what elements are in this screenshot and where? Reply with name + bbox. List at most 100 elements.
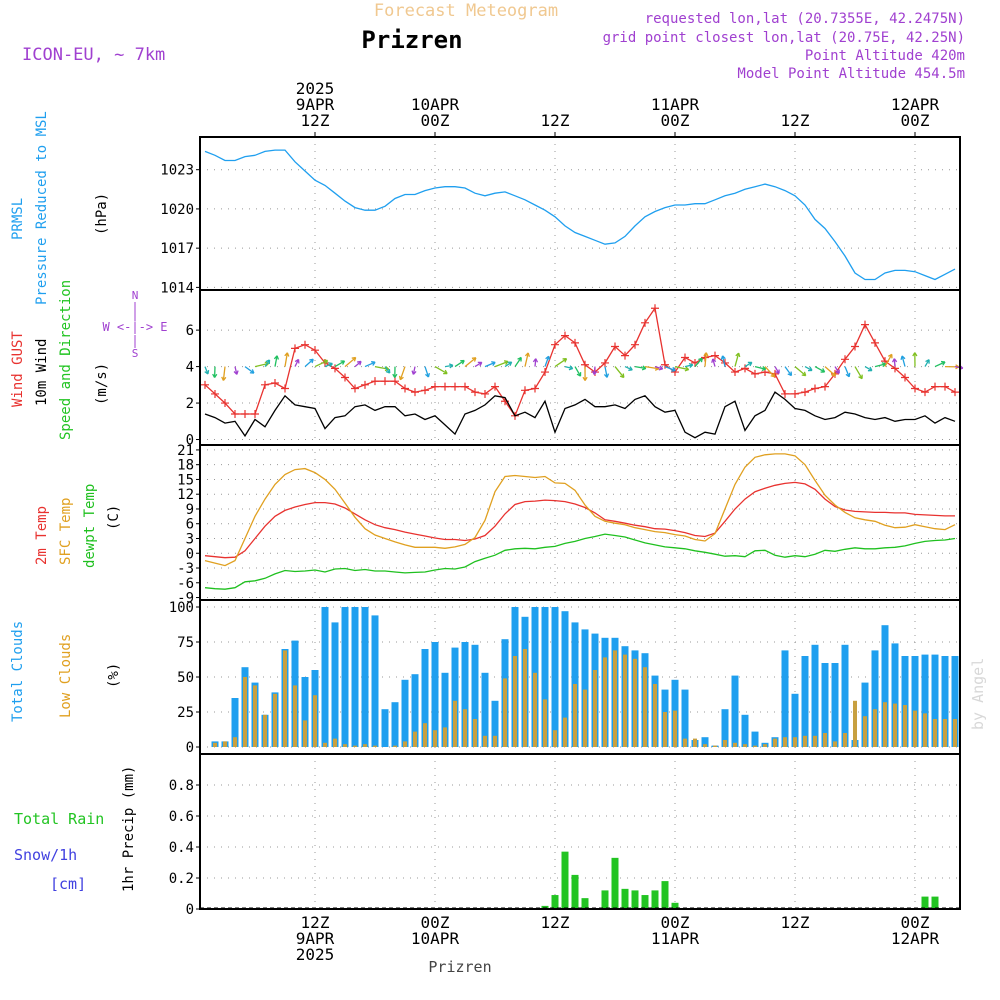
time-label-top: 10APR (411, 95, 460, 114)
low-cloud-bar (633, 658, 637, 747)
wind-arrow-head (703, 352, 709, 357)
total-cloud-bar (731, 675, 739, 747)
compass-south-label: S (132, 347, 139, 360)
ytick-label: 75 (177, 635, 194, 651)
point-altitude: Point Altitude 420m (805, 48, 965, 64)
gust-point (601, 358, 609, 367)
gust-point (291, 344, 299, 353)
ytick-label: 50 (177, 670, 194, 686)
ytick-label: 25 (177, 705, 194, 721)
wind-direction-arrow (704, 352, 707, 367)
low-cloud-bar (923, 713, 927, 747)
gust-point (221, 399, 229, 408)
compass-north-label: N (132, 289, 139, 302)
low-clouds-label: Low Clouds (58, 634, 74, 718)
wind-direction-arrow (514, 357, 522, 367)
ytick-label: 100 (169, 600, 194, 616)
panels: 10141017102010230246-9-6-303691215182102… (160, 136, 964, 918)
station-title: Prizren (361, 26, 462, 54)
gust-point (621, 351, 629, 360)
wind-direction-arrow (794, 366, 807, 377)
total-cloud-bar (481, 672, 489, 747)
wind-arrow-head (503, 360, 509, 366)
rain-bar (631, 890, 639, 909)
snow-unit-label: [cm] (50, 875, 86, 893)
total-cloud-bar (781, 650, 789, 747)
total-cloud-bar (381, 709, 389, 747)
wind-arrow-head (576, 372, 582, 377)
wind-arrow-head (425, 372, 430, 378)
panel-frame (199, 753, 961, 910)
low-cloud-bar (293, 685, 297, 747)
time-label-bottom: 9APR (296, 929, 335, 948)
low-cloud-bar (213, 742, 217, 747)
time-label-top: 12Z (781, 111, 810, 130)
gust-point (911, 384, 919, 393)
wind-direction-arrow (534, 358, 537, 367)
wind-arrow-head (807, 366, 813, 372)
gust-point (211, 389, 219, 398)
rain-bar (651, 890, 659, 909)
low-cloud-bar (823, 733, 827, 747)
wind-direction-arrow (564, 365, 573, 370)
low-cloud-bar (343, 744, 347, 747)
time-label-bottom: 11APR (651, 929, 700, 948)
faint-title: Forecast Meteogram (374, 1, 558, 21)
wind-direction-arrow (324, 362, 333, 368)
low-cloud-bar (833, 741, 837, 747)
model-altitude: Model Point Altitude 454.5m (737, 66, 965, 82)
series-line-sfc-temp (204, 453, 956, 567)
ytick-label: 4 (186, 360, 194, 376)
wind-direction-arrow (334, 360, 345, 368)
wind-arrow-head (265, 359, 271, 365)
wind-arrow-head (735, 352, 741, 358)
wind-arrow-head (491, 361, 496, 366)
low-cloud-bar (573, 684, 577, 747)
wind-direction-arrow (593, 366, 596, 375)
snow-label: Snow/1h (14, 846, 77, 864)
wind-10m-label: 10m Wind (34, 339, 50, 406)
gust-point (351, 384, 359, 393)
wind-arrow-head (925, 359, 930, 364)
rain-bar (931, 896, 939, 909)
wind-direction-arrow (844, 366, 850, 378)
wind-arrow-head (688, 362, 694, 369)
wind-arrow-head (507, 361, 513, 367)
wind-direction-arrow (934, 361, 946, 368)
gust-point (821, 382, 829, 391)
wind-direction-arrow (204, 366, 209, 375)
panel-labels: PRMSL Pressure Reduced to MSL (hPa) Wind… (10, 111, 168, 893)
gust-point (811, 384, 819, 393)
wind-arrow-head (641, 365, 647, 371)
time-label-top: 11APR (651, 95, 700, 114)
low-cloud-bar (493, 735, 497, 747)
wind-arrow-head (820, 368, 826, 373)
gust-point (951, 388, 959, 397)
total-cloud-bar (461, 642, 469, 747)
wind-arrow-head (940, 360, 946, 366)
ytick-label: 0 (186, 902, 194, 918)
wind-arrow-head (545, 355, 551, 361)
gust-point (631, 340, 639, 349)
wind-arrow-head (471, 357, 477, 362)
wind-arrow-head (761, 365, 767, 372)
gust-point (371, 377, 379, 386)
total-cloud-bar (361, 607, 369, 747)
total-cloud-bar (701, 737, 709, 747)
time-label-bottom: 12APR (891, 929, 940, 948)
panel-pressure: 1014 1017 1020 1023 (160, 136, 961, 296)
wind-direction-arrow (694, 357, 703, 368)
wind-arrow-head (524, 352, 531, 357)
gust-point (931, 382, 939, 391)
gust-point (791, 389, 799, 398)
wind-direction-arrow (454, 360, 465, 368)
low-cloud-bar (843, 733, 847, 747)
gust-point (781, 389, 789, 398)
gust-point (391, 377, 399, 386)
ytick-label: -6 (177, 576, 194, 592)
low-cloud-bar (743, 744, 747, 747)
temp-unit-label: (C) (106, 505, 122, 530)
